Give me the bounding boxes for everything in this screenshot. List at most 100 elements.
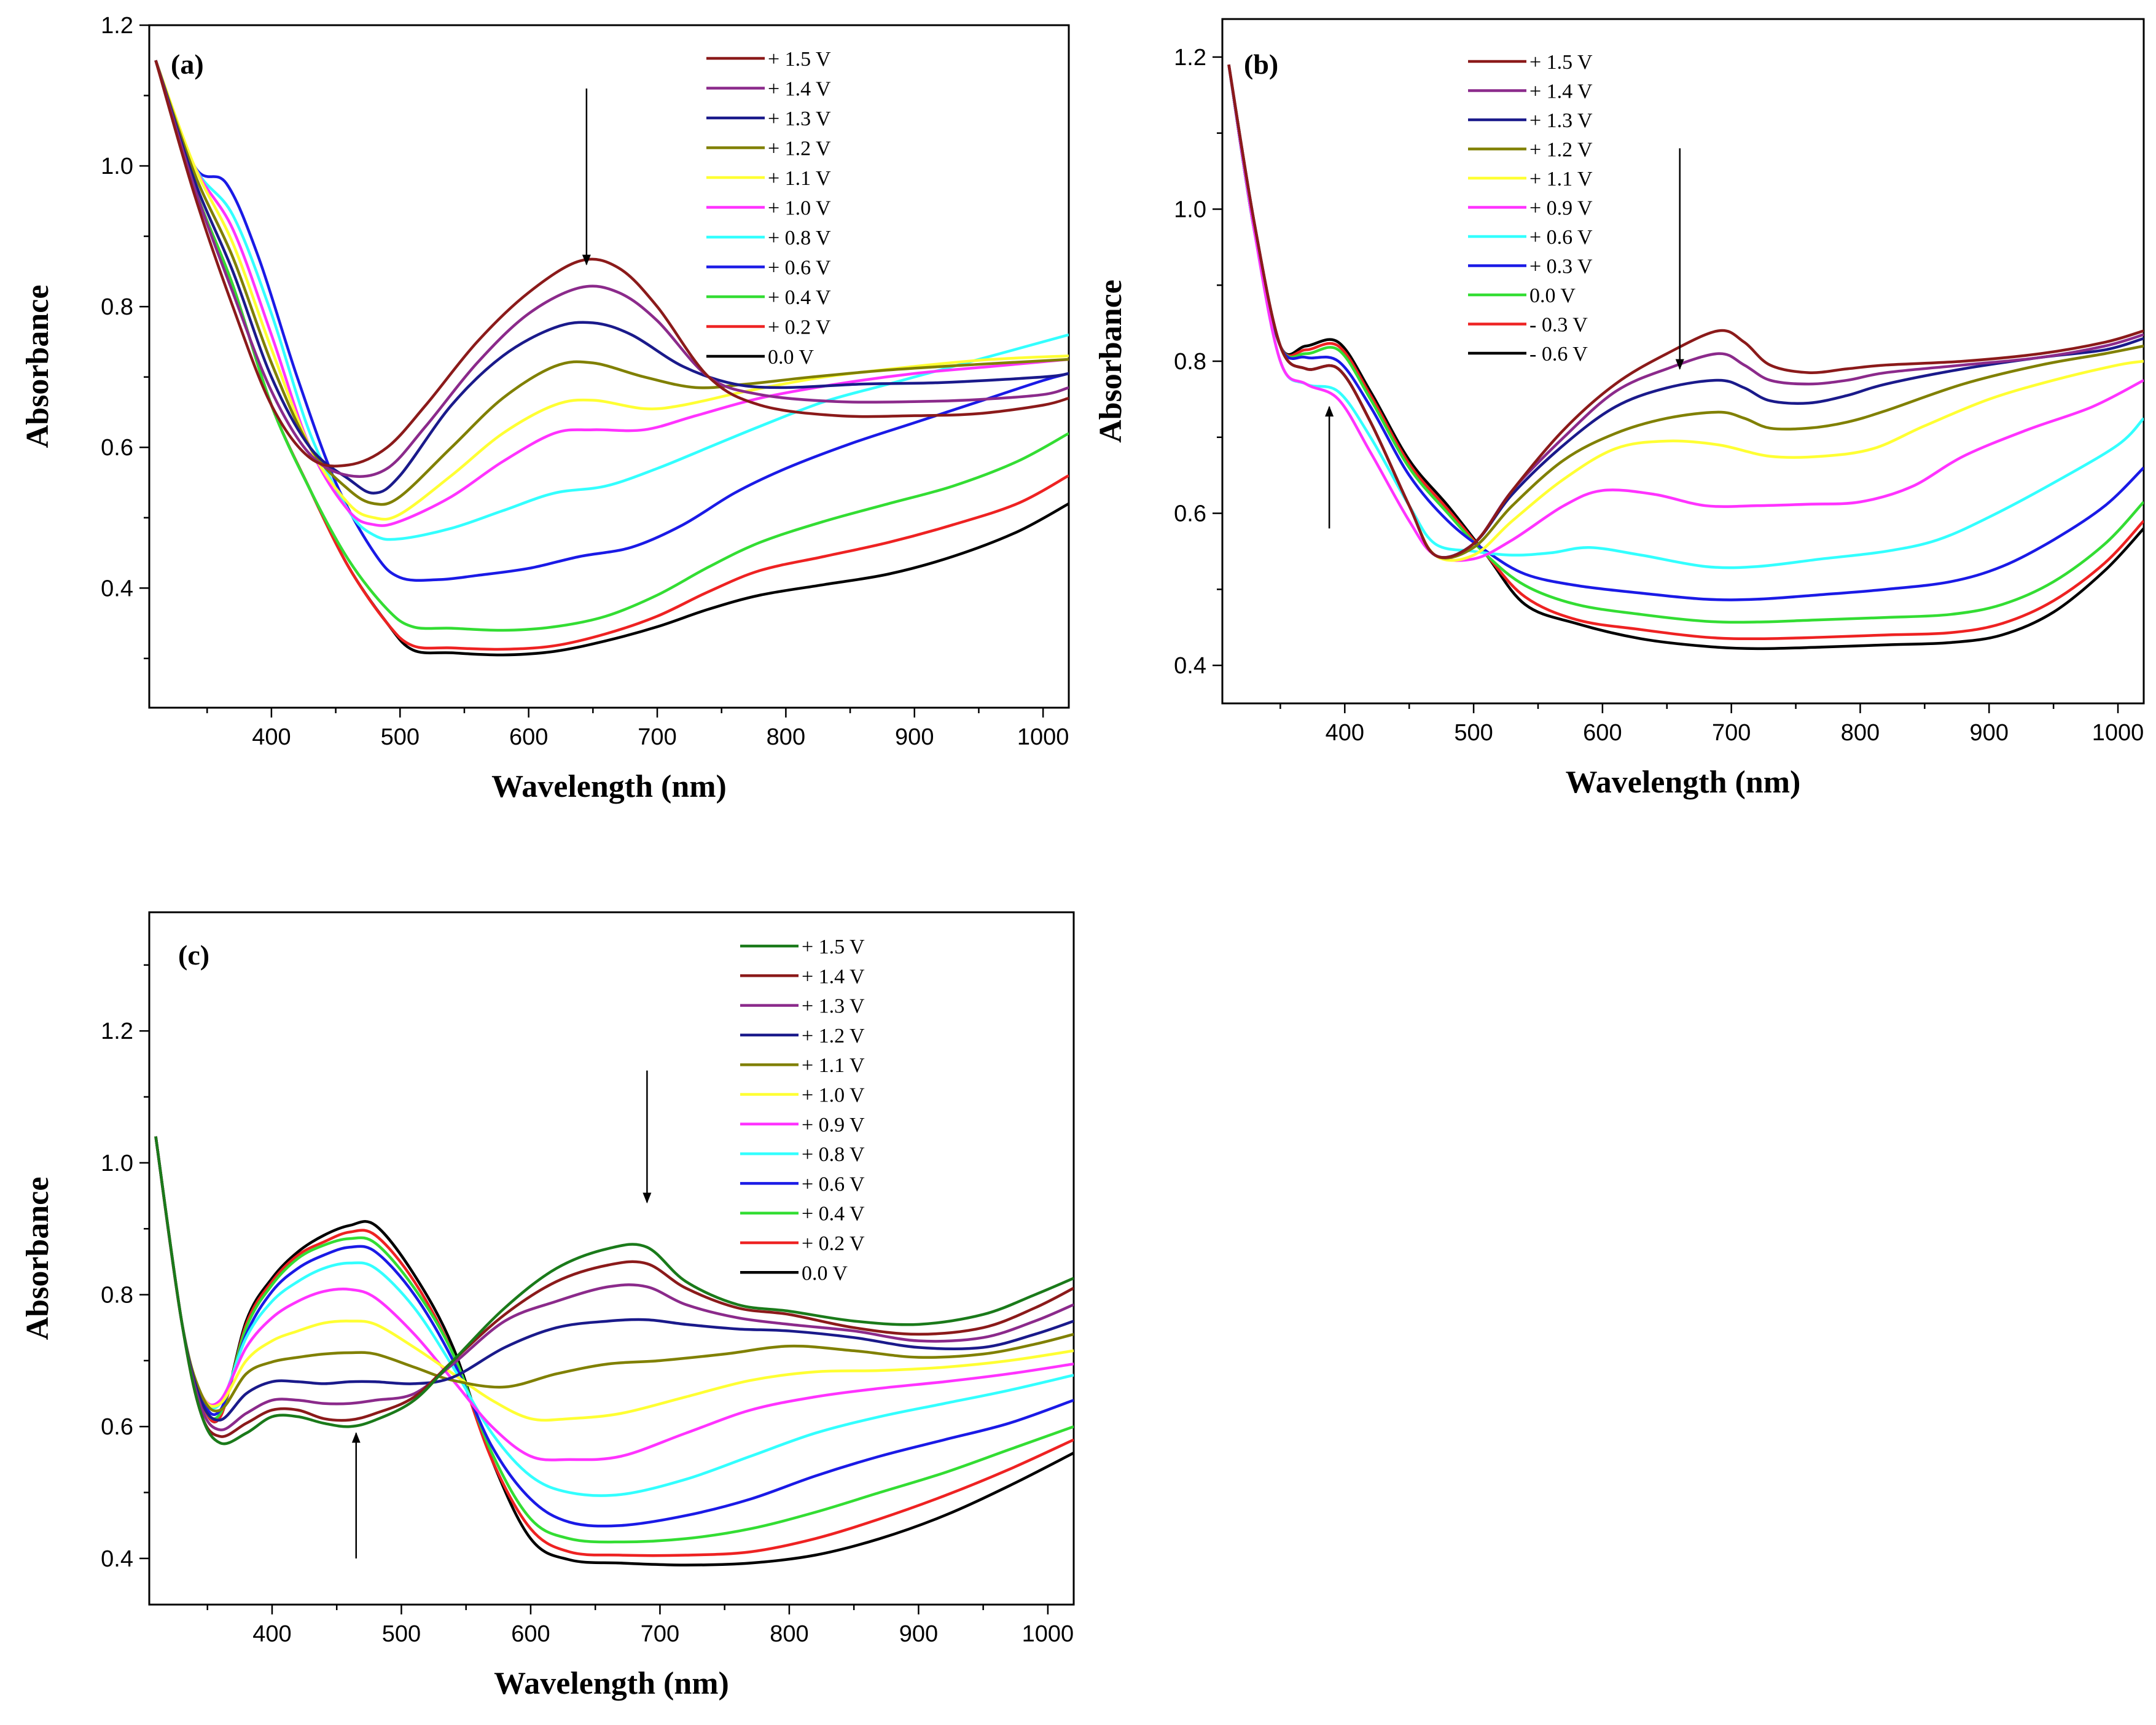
panel-label: (c): [178, 939, 209, 971]
series-group: [1227, 64, 2144, 651]
x-tick-label: 1000: [1022, 1621, 1074, 1647]
y-tick-label: 1.0: [101, 154, 133, 179]
legend-entry: + 1.4 V: [768, 78, 831, 101]
legend-entry: 0.0 V: [802, 1262, 848, 1285]
y-tick-label: 0.6: [101, 435, 133, 461]
x-tick-label: 800: [1841, 720, 1880, 746]
y-tick-label: 0.4: [101, 576, 133, 601]
legend-entry: + 0.6 V: [768, 257, 831, 280]
x-tick-label: 700: [1712, 720, 1751, 746]
series-line: [1227, 64, 2144, 559]
y-tick-label: 0.4: [1174, 653, 1206, 679]
series-line: [154, 1136, 1074, 1422]
legend-entry: + 0.6 V: [1529, 226, 1593, 249]
y-axis-title: Absorbance: [1093, 280, 1128, 443]
series-line: [154, 1136, 1074, 1557]
y-tick-label: 0.6: [101, 1414, 133, 1440]
series-line: [154, 1136, 1074, 1438]
series-line: [1227, 64, 2144, 559]
x-tick-label: 500: [382, 1621, 421, 1647]
series-line: [154, 1136, 1074, 1461]
legend-entry: + 0.9 V: [802, 1114, 865, 1136]
y-tick-label: 0.8: [1174, 349, 1206, 375]
series-line: [154, 60, 1069, 541]
x-axis-title: Wavelength (nm): [494, 1666, 729, 1701]
y-tick-label: 1.2: [101, 1019, 133, 1044]
x-tick-label: 700: [638, 724, 676, 750]
series-line: [154, 1136, 1074, 1422]
series-line: [154, 60, 1069, 468]
y-tick-label: 1.2: [1174, 45, 1206, 71]
x-tick-label: 500: [1454, 720, 1493, 746]
x-tick-label: 700: [641, 1621, 679, 1647]
y-tick-label: 1.2: [101, 13, 133, 39]
y-tick-label: 1.0: [101, 1151, 133, 1176]
x-tick-label: 900: [1970, 720, 2009, 746]
legend-entry: 0.0 V: [768, 346, 814, 369]
legend-entry: + 1.0 V: [802, 1084, 865, 1107]
legend-entry: + 1.3 V: [802, 995, 865, 1018]
series-line: [1227, 64, 2144, 569]
series-line: [1227, 64, 2144, 601]
legend-entry: + 1.2 V: [802, 1025, 865, 1047]
legend: + 1.5 V + 1.4 V + 1.3 V + 1.2 V + 1.1 V + 1.0…: [740, 936, 865, 1285]
y-tick-label: 0.6: [1174, 501, 1206, 527]
x-tick-label: 400: [252, 1621, 291, 1647]
legend-entry: + 1.1 V: [768, 167, 831, 190]
chart-panel-2: 400 500 600 700 800 900 1000 0.4 0.6 0.8 1.0 1.2 Wav…: [20, 911, 1075, 1701]
legend-entry: + 0.8 V: [802, 1143, 865, 1166]
plot-frame: [148, 911, 1075, 1606]
series-line: [154, 60, 1069, 651]
legend-entry: + 0.8 V: [768, 227, 831, 249]
legend-entry: - 0.3 V: [1529, 314, 1588, 337]
legend-entry: + 1.1 V: [1529, 168, 1593, 190]
x-tick-label: 800: [767, 724, 805, 750]
legend-entry: + 0.4 V: [768, 286, 831, 309]
series-line: [1227, 64, 2144, 562]
legend-entry: + 1.0 V: [768, 197, 831, 220]
series-line: [154, 1136, 1074, 1431]
legend-entry: + 1.5 V: [768, 48, 831, 71]
x-tick-label: 400: [252, 724, 291, 750]
y-tick-label: 1.0: [1174, 197, 1206, 222]
x-tick-label: 900: [899, 1621, 938, 1647]
y-tick-label: 0.8: [101, 1283, 133, 1308]
legend-entry: + 1.5 V: [1529, 51, 1593, 74]
legend-entry: + 0.3 V: [1529, 256, 1593, 278]
x-tick-label: 900: [895, 724, 934, 750]
legend-entry: + 1.4 V: [802, 965, 865, 988]
x-tick-label: 600: [509, 724, 548, 750]
legend-entry: + 0.4 V: [802, 1203, 865, 1226]
series-group: [154, 60, 1069, 657]
series-line: [1227, 64, 2144, 559]
y-tick-label: 0.8: [101, 294, 133, 320]
x-tick-label: 400: [1326, 720, 1364, 746]
legend-entry: 0.0 V: [1529, 284, 1576, 307]
x-tick-label: 1000: [1017, 724, 1069, 750]
chart-panel-0: 400 500 600 700 800 900 1000 0.4 0.6 0.8 1.0 1.2 Wav…: [20, 13, 1070, 804]
x-axis-title: Wavelength (nm): [1566, 765, 1801, 800]
series-line: [154, 60, 1069, 478]
y-tick-label: 0.4: [101, 1546, 133, 1572]
legend-entry: + 0.2 V: [768, 316, 831, 339]
legend-entry: + 0.2 V: [802, 1232, 865, 1255]
series-line: [154, 60, 1069, 495]
legend: + 1.5 V + 1.4 V + 1.3 V + 1.2 V + 1.1 V + 1.0…: [706, 48, 831, 369]
legend-entry: + 0.6 V: [802, 1173, 865, 1195]
legend-entry: + 0.9 V: [1529, 197, 1593, 220]
y-axis-title: Absorbance: [20, 1177, 55, 1340]
x-tick-label: 800: [770, 1621, 808, 1647]
series-line: [154, 60, 1069, 506]
series-line: [154, 60, 1069, 632]
series-line: [154, 60, 1069, 527]
legend-entry: + 1.5 V: [802, 936, 865, 958]
x-tick-label: 600: [1583, 720, 1622, 746]
series-line: [154, 1136, 1074, 1413]
series-line: [1227, 64, 2144, 624]
x-tick-label: 600: [511, 1621, 550, 1647]
series-line: [154, 1136, 1074, 1544]
legend: + 1.5 V + 1.4 V + 1.3 V + 1.2 V + 1.1 V + 0.9…: [1468, 51, 1593, 366]
x-tick-label: 500: [381, 724, 420, 750]
legend-entry: + 1.2 V: [1529, 139, 1593, 162]
